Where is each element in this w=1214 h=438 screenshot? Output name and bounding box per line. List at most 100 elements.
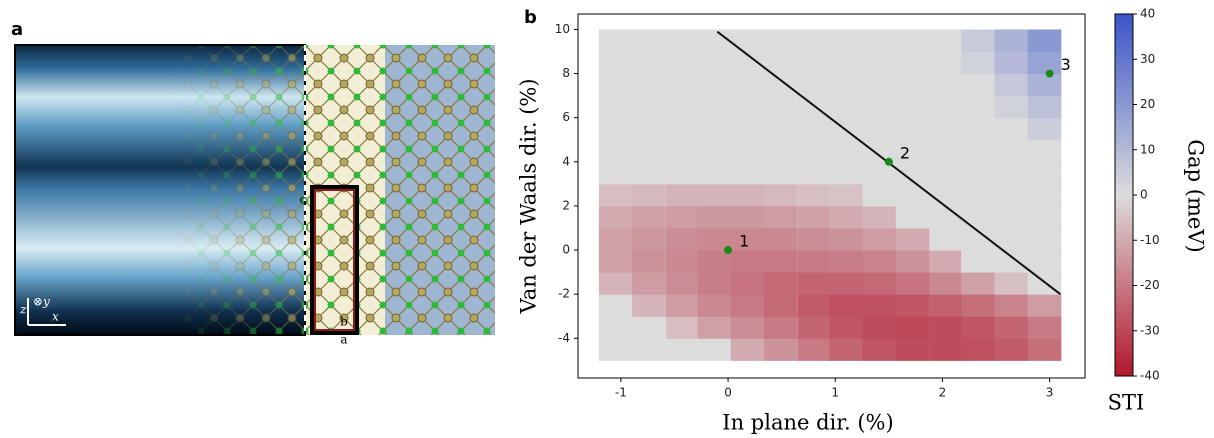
heatmap-cell [929, 29, 963, 53]
heatmap-cell [862, 73, 897, 97]
heatmap-cell [797, 51, 831, 75]
heatmap-cell [697, 161, 732, 185]
x-axis-label: In plane dir. (%) [722, 411, 893, 435]
heatmap-cell [632, 73, 666, 97]
heatmap-cell [730, 139, 765, 163]
heatmap-cell [632, 117, 666, 141]
heatmap-cell [797, 272, 831, 295]
y-tick-label: 4 [562, 154, 570, 168]
heatmap-cell [862, 95, 897, 119]
heatmap-cell [598, 205, 633, 229]
heatmap-cell [829, 161, 864, 185]
heatmap-cell [763, 294, 798, 317]
heatmap-cell [862, 29, 897, 53]
heatmap-cell [797, 205, 831, 229]
heatmap-cell [895, 294, 930, 317]
heatmap-cell [763, 183, 798, 207]
heatmap-cell [961, 183, 995, 207]
heatmap-cell [797, 73, 831, 97]
point [884, 157, 893, 166]
heatmap-cell [961, 250, 995, 273]
heatmap-cell [730, 227, 765, 251]
heatmap-cell [961, 29, 995, 53]
heatmap-cell [763, 316, 798, 339]
colorbar-tick-label: 0 [1140, 188, 1148, 202]
heatmap-cell [797, 316, 831, 339]
heatmap-cell [797, 117, 831, 141]
heatmap-cell [929, 95, 963, 119]
heatmap-cell [961, 161, 995, 185]
heatmap-cell [961, 51, 995, 75]
heatmap-cell [829, 205, 864, 229]
heatmap-cell [862, 294, 897, 317]
heatmap-cell [598, 250, 633, 273]
axis-label: z [19, 303, 27, 317]
heatmap-cell [665, 316, 699, 339]
heatmap-cell [730, 250, 765, 273]
heatmap-cell [895, 73, 930, 97]
heatmap-cell [862, 139, 897, 163]
y-tick-label: 2 [562, 198, 570, 212]
heatmap-cell [598, 161, 633, 185]
x-tick-label: 1 [831, 386, 839, 400]
heatmap-cell [929, 161, 963, 185]
heatmap-cell [895, 117, 930, 141]
heatmap-cell [1027, 338, 1062, 361]
heatmap-cell [797, 294, 831, 317]
heatmap-cell [929, 272, 963, 295]
heatmap-cell [598, 139, 633, 163]
heatmap-cell [829, 95, 864, 119]
heatmap-cell [797, 161, 831, 185]
panel-a: a c b a z x ⊗y [11, 19, 495, 347]
heatmap-cell [862, 117, 897, 141]
heatmap-cell [961, 227, 995, 251]
heatmap-cell [697, 51, 732, 75]
heatmap-cell [895, 161, 930, 185]
heatmap-cell [929, 338, 963, 361]
heatmap-cell [929, 205, 963, 229]
heatmap-cell [994, 139, 1029, 163]
heatmap-cell [598, 316, 633, 339]
unit-cell [310, 185, 359, 335]
heatmap-cell [697, 73, 732, 97]
heatmap-cell [994, 73, 1029, 97]
heatmap-cell [895, 29, 930, 53]
heatmap-cell [961, 95, 995, 119]
heatmap-cell [961, 73, 995, 97]
heatmap-cell [598, 294, 633, 317]
heatmap-cell [763, 250, 798, 273]
colorbar-tick-label: 40 [1140, 7, 1155, 21]
heatmap-cell [632, 29, 666, 53]
heatmap-cell [697, 316, 732, 339]
heatmap-cell [829, 316, 864, 339]
heatmap-cell [961, 294, 995, 317]
heatmap-cell [763, 161, 798, 185]
heatmap-cell [598, 272, 633, 295]
heatmap-cell [994, 294, 1029, 317]
heatmap-cell [829, 139, 864, 163]
heatmap-cell [929, 250, 963, 273]
heatmap-cell [665, 139, 699, 163]
point-label: 3 [1061, 55, 1071, 74]
heatmap-cell [763, 139, 798, 163]
heatmap-cell [862, 272, 897, 295]
heatmap-cell [730, 161, 765, 185]
heatmap-cell [665, 227, 699, 251]
y-axis-label: Van der Waals dir. (%) [517, 78, 541, 314]
heatmap-cell [994, 227, 1029, 251]
heatmap-cell [763, 95, 798, 119]
heatmap-cell [1027, 95, 1062, 119]
heatmap-cell [929, 294, 963, 317]
heatmap-cell [961, 205, 995, 229]
cell-axis-label: a [340, 333, 347, 347]
heatmap-cell [1027, 29, 1062, 53]
heatmap-cell [895, 139, 930, 163]
heatmap-cell [994, 250, 1029, 273]
heatmap-cell [763, 272, 798, 295]
heatmap-cell [632, 294, 666, 317]
heatmap-cell [598, 29, 633, 53]
heatmap-cell [632, 227, 666, 251]
heatmap-cell [929, 139, 963, 163]
heatmap-cell [665, 29, 699, 53]
heatmap-cell [994, 117, 1029, 141]
